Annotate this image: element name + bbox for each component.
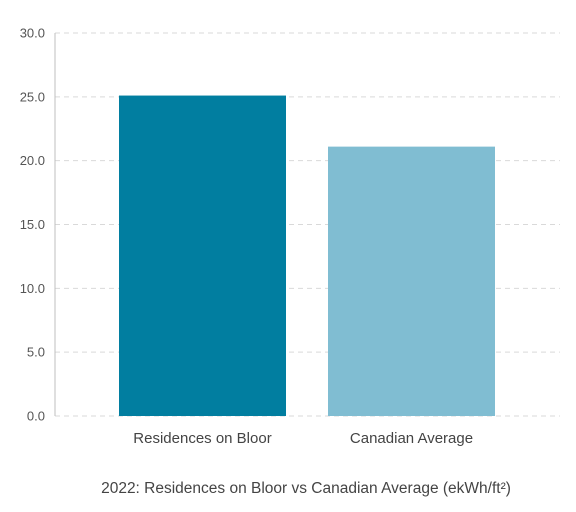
y-tick-label: 10.0 bbox=[20, 281, 45, 296]
y-tick-label: 5.0 bbox=[27, 345, 45, 360]
y-tick-label: 25.0 bbox=[20, 89, 45, 104]
chart-title: 2022: Residences on Bloor vs Canadian Av… bbox=[101, 480, 511, 497]
y-axis-tick-labels: 0.0 5.0 10.0 15.0 20.0 25.0 30.0 bbox=[20, 26, 45, 424]
bar bbox=[328, 146, 495, 416]
x-axis-category-labels: Residences on Bloor Canadian Average bbox=[133, 430, 473, 447]
x-category-label: Residences on Bloor bbox=[133, 430, 271, 447]
y-tick-label: 15.0 bbox=[20, 217, 45, 232]
x-category-label: Canadian Average bbox=[350, 430, 473, 447]
bar bbox=[119, 95, 286, 416]
bars bbox=[119, 95, 495, 416]
y-tick-label: 30.0 bbox=[20, 26, 45, 41]
y-tick-label: 20.0 bbox=[20, 153, 45, 168]
y-tick-label: 0.0 bbox=[27, 409, 45, 424]
